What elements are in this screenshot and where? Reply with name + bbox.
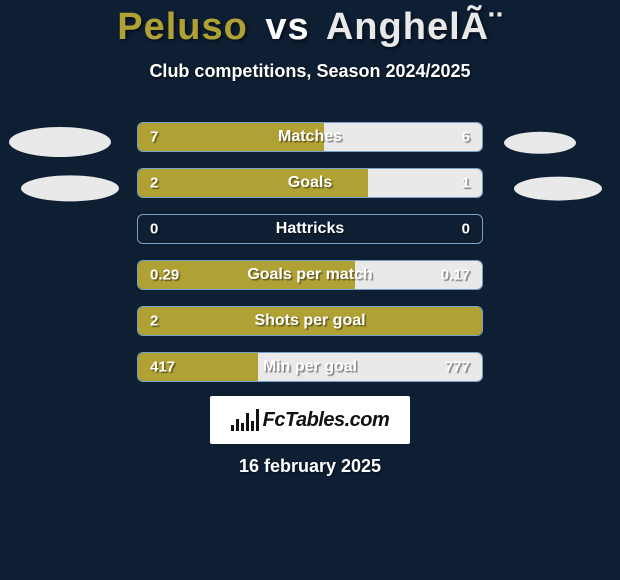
player1-value: 0 — [150, 221, 158, 238]
player2-ellipse — [514, 177, 602, 201]
player1-name: Peluso — [117, 6, 248, 48]
stat-label: Shots per goal — [254, 312, 365, 330]
stat-label: Min per goal — [263, 358, 357, 376]
stat-label: Goals per match — [247, 266, 372, 284]
player2-value: 777 — [445, 359, 470, 376]
stat-row: 417 777 Min per goal — [0, 352, 620, 398]
stat-label: Hattricks — [276, 220, 344, 238]
logo-bars-icon — [231, 409, 259, 431]
title-vs: vs — [265, 6, 309, 48]
comparison-title: Peluso vs AnghelÃ¨ — [0, 0, 620, 49]
stat-row: 2 1 Goals — [0, 168, 620, 214]
stat-row: 0 0 Hattricks — [0, 214, 620, 260]
player1-fill — [138, 169, 368, 197]
stat-label: Goals — [288, 174, 332, 192]
subtitle: Club competitions, Season 2024/2025 — [0, 61, 620, 82]
player1-value: 0.29 — [150, 267, 179, 284]
fctables-logo: FcTables.com — [210, 396, 410, 444]
player2-value: 6 — [462, 129, 470, 146]
stat-row: 0.29 0.17 Goals per match — [0, 260, 620, 306]
logo-text: FcTables.com — [263, 409, 390, 432]
player1-value: 2 — [150, 175, 158, 192]
player1-ellipse — [21, 175, 119, 201]
stat-bar: 2 Shots per goal — [137, 306, 483, 336]
stat-bar: 0.29 0.17 Goals per match — [137, 260, 483, 290]
comparison-chart: 7 6 Matches 2 1 Goals 0 0 Hattricks 0.29 0.17 Goals… — [0, 122, 620, 398]
player2-value: 1 — [462, 175, 470, 192]
date-label: 16 february 2025 — [239, 456, 381, 477]
stat-row: 2 Shots per goal — [0, 306, 620, 352]
stat-row: 7 6 Matches — [0, 122, 620, 168]
stat-bar: 2 1 Goals — [137, 168, 483, 198]
player1-value: 417 — [150, 359, 175, 376]
player2-value: 0.17 — [441, 267, 470, 284]
player1-ellipse — [9, 127, 111, 157]
player1-value: 7 — [150, 129, 158, 146]
player1-value: 2 — [150, 313, 158, 330]
stat-bar: 417 777 Min per goal — [137, 352, 483, 382]
player2-value: 0 — [462, 221, 470, 238]
stat-label: Matches — [278, 128, 342, 146]
player2-name: AnghelÃ¨ — [326, 6, 503, 48]
stat-bar: 7 6 Matches — [137, 122, 483, 152]
player2-fill — [324, 123, 482, 151]
stat-bar: 0 0 Hattricks — [137, 214, 483, 244]
player2-ellipse — [504, 132, 576, 154]
